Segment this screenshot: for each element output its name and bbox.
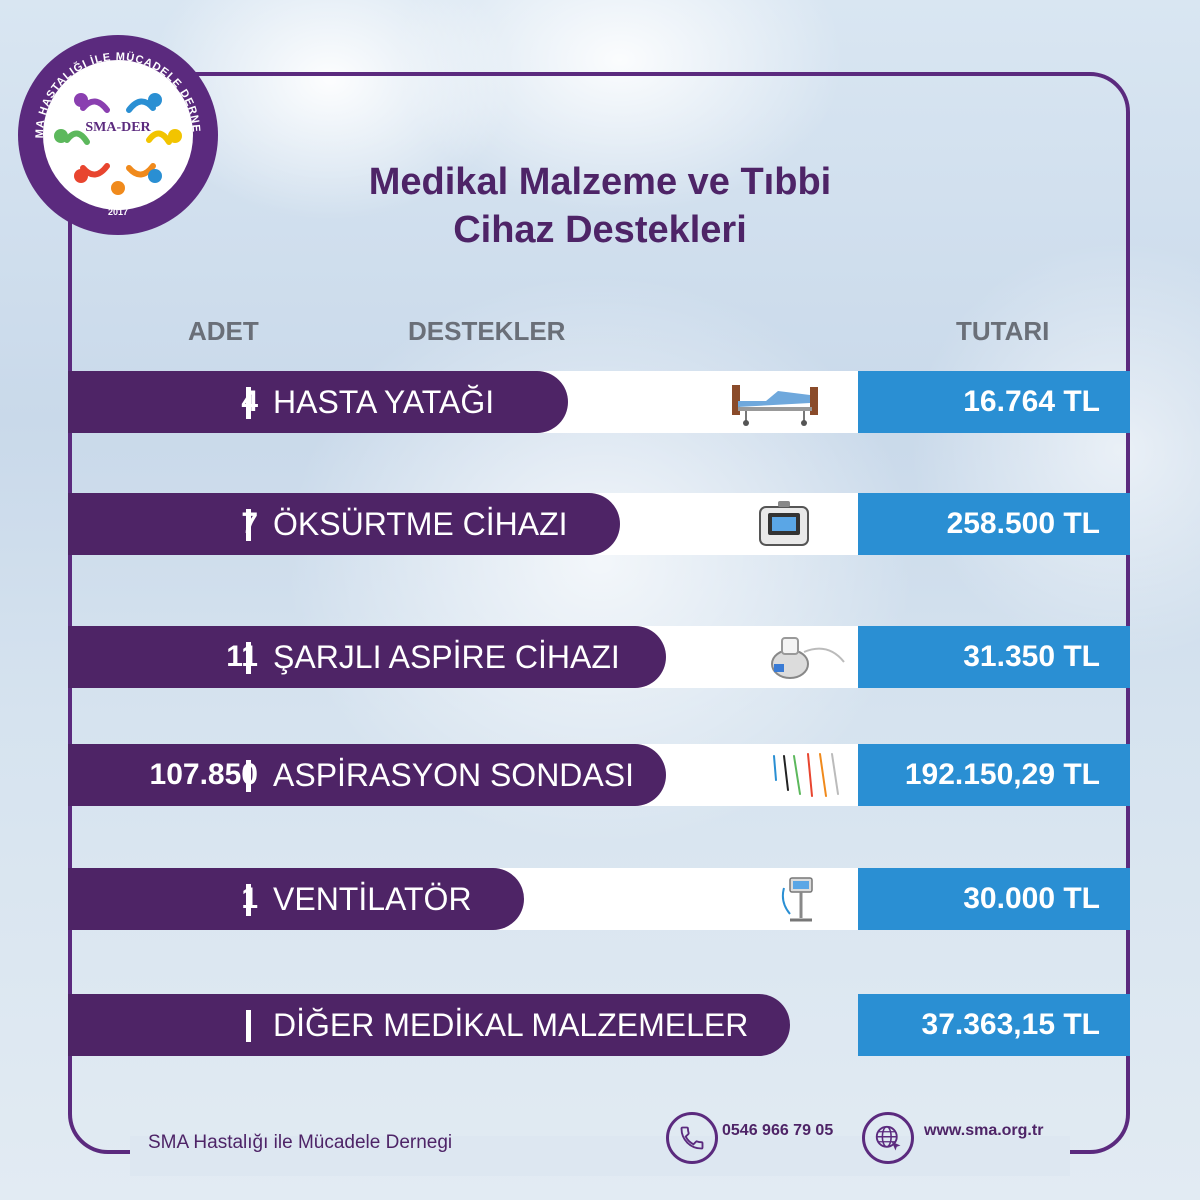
amount-value: 258.500 TL bbox=[946, 507, 1100, 540]
qty-value: 11 bbox=[226, 640, 258, 673]
item-label: ÖKSÜRTME CİHAZI bbox=[273, 506, 568, 542]
support-row: 30.000 TL 1 VENTİLATÖR bbox=[68, 868, 1130, 930]
label-bar: 107.850 ASPİRASYON SONDASI bbox=[68, 744, 666, 806]
footer-phone[interactable]: 0546 966 79 05 bbox=[722, 1122, 834, 1139]
logo-ring-text: SMA HASTALIĞI İLE MÜCADELE DERNEĞİ bbox=[18, 35, 202, 138]
amount-value: 30.000 TL bbox=[963, 882, 1100, 915]
suction-device-icon bbox=[771, 637, 845, 679]
header-item: DESTEKLER bbox=[408, 316, 566, 346]
item-label: ASPİRASYON SONDASI bbox=[273, 757, 634, 793]
label-bar: 11 ŞARJLI ASPİRE CİHAZI bbox=[68, 626, 666, 688]
support-row: 31.350 TL 11 ŞARJLI ASPİRE CİHAZI bbox=[68, 626, 1130, 688]
item-label: HASTA YATAĞI bbox=[273, 384, 495, 420]
logo-figures-icon bbox=[54, 93, 182, 195]
suction-catheters-icon bbox=[773, 753, 839, 797]
amount-bar: 37.363,15 TL bbox=[858, 994, 1130, 1056]
ventilator-icon bbox=[781, 877, 813, 922]
footer-org-name: SMA Hastalığı ile Mücadele Dernegi bbox=[148, 1132, 453, 1153]
title-line-1: Medikal Malzeme ve Tıbbi bbox=[368, 161, 832, 203]
item-label: VENTİLATÖR bbox=[273, 881, 472, 917]
header-qty: ADET bbox=[188, 316, 259, 346]
globe-icon[interactable] bbox=[862, 1112, 914, 1164]
phone-glyph-icon bbox=[680, 1126, 704, 1150]
amount-value: 31.350 TL bbox=[963, 640, 1100, 673]
qty-separator bbox=[246, 509, 251, 541]
amount-bar: 258.500 TL bbox=[858, 493, 1130, 555]
qty-value: 107.850 bbox=[149, 758, 258, 791]
amount-bar: 31.350 TL bbox=[858, 626, 1130, 688]
page-title: Medikal Malzeme ve Tıbbi Cihaz Destekler… bbox=[240, 158, 960, 254]
amount-bar: 16.764 TL bbox=[858, 371, 1130, 433]
item-label: DİĞER MEDİKAL MALZEMELER bbox=[273, 1007, 749, 1043]
globe-glyph-icon bbox=[875, 1125, 901, 1151]
cough-assist-device-icon bbox=[759, 501, 809, 546]
label-bar: 1 VENTİLATÖR bbox=[68, 868, 524, 930]
row-image-area bbox=[468, 868, 932, 930]
qty-separator bbox=[246, 642, 251, 674]
logo-inner: SMA-DER bbox=[43, 60, 193, 210]
support-row: 16.764 TL 4 HASTA YATAĞI bbox=[68, 371, 1130, 433]
qty-separator bbox=[246, 760, 251, 792]
label-bar: 7 ÖKSÜRTME CİHAZI bbox=[68, 493, 620, 555]
svg-text:SMA HASTALIĞI İLE MÜCADELE DER: SMA HASTALIĞI İLE MÜCADELE DERNEĞİ bbox=[18, 35, 202, 138]
footer-website[interactable]: www.sma.org.tr bbox=[924, 1122, 1044, 1139]
amount-value: 16.764 TL bbox=[963, 385, 1100, 418]
phone-icon[interactable] bbox=[666, 1112, 718, 1164]
amount-value: 192.150,29 TL bbox=[904, 758, 1100, 791]
qty-separator bbox=[246, 884, 251, 916]
title-line-2: Cihaz Destekleri bbox=[453, 209, 747, 251]
header-amount: TUTARI bbox=[956, 316, 1050, 346]
amount-value: 37.363,15 TL bbox=[921, 1008, 1100, 1041]
item-label: ŞARJLI ASPİRE CİHAZI bbox=[273, 639, 620, 675]
qty-separator bbox=[246, 1010, 251, 1042]
support-row: 37.363,15 TL DİĞER MEDİKAL MALZEMELER bbox=[68, 994, 1130, 1056]
hospital-bed-icon bbox=[732, 385, 818, 426]
logo-year: 2017 bbox=[107, 207, 129, 217]
label-bar: 4 HASTA YATAĞI bbox=[68, 371, 568, 433]
qty-separator bbox=[246, 387, 251, 419]
support-row: 192.150,29 TL 107.850 ASPİRASYON SONDASI bbox=[68, 744, 1130, 806]
sma-der-logo: SMA-DER 2017 SMA HASTALIĞI İLE MÜCADELE … bbox=[18, 35, 218, 235]
logo-name: SMA-DER bbox=[85, 120, 151, 135]
label-bar: DİĞER MEDİKAL MALZEMELER bbox=[68, 994, 790, 1056]
amount-bar: 30.000 TL bbox=[858, 868, 1130, 930]
support-row: 258.500 TL 7 ÖKSÜRTME CİHAZI bbox=[68, 493, 1130, 555]
amount-bar: 192.150,29 TL bbox=[858, 744, 1130, 806]
